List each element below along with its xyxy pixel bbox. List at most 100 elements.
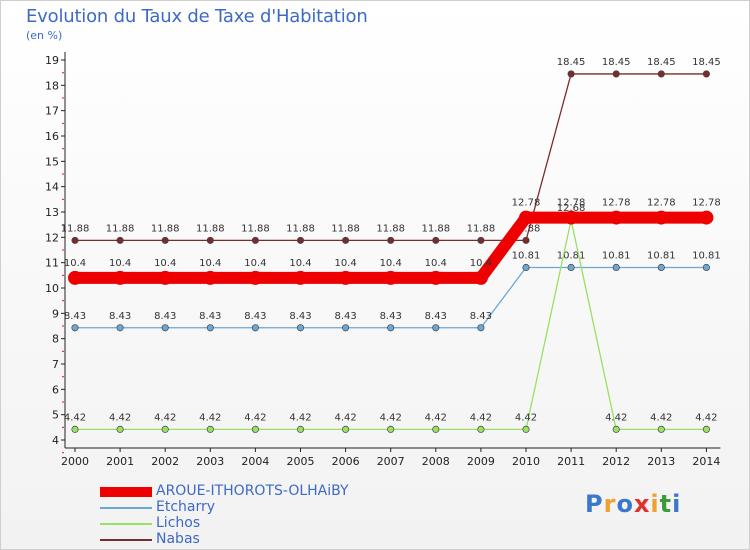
y-tick-label: 15 — [45, 155, 59, 168]
data-point — [567, 70, 575, 78]
data-label: 8.43 — [244, 311, 266, 322]
data-label: 10.81 — [512, 250, 541, 261]
data-label: 18.45 — [692, 57, 721, 68]
legend-label: AROUE-ITHOROTS-OLHAiBY — [156, 483, 349, 499]
x-tick-label: 2008 — [422, 455, 450, 468]
data-point — [477, 236, 485, 244]
data-point — [248, 270, 263, 285]
data-point — [296, 324, 305, 332]
logo-letter: o — [616, 490, 634, 518]
data-label: 11.88 — [512, 223, 541, 234]
data-point — [342, 425, 350, 433]
data-label: 10.4 — [470, 258, 492, 269]
data-point — [432, 236, 440, 244]
legend-label: Nabas — [156, 531, 200, 547]
data-point — [116, 324, 124, 332]
data-label: 4.42 — [605, 412, 627, 423]
x-tick-label: 2010 — [512, 455, 540, 468]
x-tick-label: 2003 — [196, 455, 224, 468]
data-label: 10.4 — [244, 258, 266, 269]
data-point — [158, 270, 173, 285]
data-point — [657, 263, 665, 272]
data-point — [473, 270, 488, 285]
data-label: 11.88 — [331, 223, 360, 234]
data-point — [338, 270, 353, 285]
data-label: 8.43 — [470, 311, 492, 322]
y-tick-label: 7 — [52, 358, 59, 371]
x-tick-label: 2004 — [241, 455, 269, 468]
data-label: 10.81 — [602, 250, 631, 261]
data-point — [161, 425, 169, 433]
y-tick-label: 9 — [52, 307, 59, 320]
legend-swatch — [100, 507, 152, 509]
legend-item: Nabas — [100, 531, 430, 548]
logo-letter: r — [603, 490, 617, 518]
data-point — [293, 270, 308, 285]
data-label: 4.42 — [470, 412, 492, 423]
data-point — [116, 425, 124, 433]
data-label: 4.42 — [289, 412, 311, 423]
data-point — [68, 270, 82, 285]
data-point — [612, 263, 620, 272]
y-tick-label: 8 — [52, 333, 59, 346]
data-point — [522, 236, 530, 244]
x-tick-label: 2009 — [467, 455, 495, 468]
y-tick-label: 13 — [45, 206, 59, 219]
data-label: 4.42 — [425, 412, 447, 423]
data-point — [522, 263, 530, 272]
x-tick-label: 2002 — [151, 455, 179, 468]
data-point — [387, 324, 395, 332]
data-label: 12.78 — [557, 198, 586, 209]
data-label: 10.4 — [199, 258, 221, 269]
data-point — [564, 210, 579, 225]
data-point — [387, 236, 395, 244]
x-tick-label: 2005 — [287, 455, 315, 468]
data-label: 4.42 — [650, 412, 672, 423]
y-tick-label: 12 — [45, 231, 59, 244]
data-point — [387, 425, 395, 433]
data-label: 10.81 — [692, 250, 721, 261]
data-label: 11.88 — [61, 223, 90, 234]
y-tick-label: 5 — [52, 409, 59, 422]
data-label: 18.45 — [602, 57, 631, 68]
data-label: 10.81 — [647, 250, 676, 261]
legend-label: Etcharry — [156, 499, 216, 515]
x-tick-label: 2013 — [647, 455, 675, 468]
data-point — [657, 70, 665, 78]
legend-item: AROUE-ITHOROTS-OLHAiBY — [100, 483, 430, 500]
x-tick-label: 2014 — [692, 455, 720, 468]
data-label: 10.81 — [557, 250, 586, 261]
logo-letter: x — [633, 490, 651, 518]
legend-swatch — [100, 523, 152, 525]
data-label: 12.78 — [602, 198, 631, 209]
y-tick-label: 19 — [45, 54, 59, 67]
y-tick-label: 14 — [45, 181, 59, 194]
data-point — [702, 263, 710, 272]
data-label: 4.42 — [244, 412, 266, 423]
chart-subtitle: (en %) — [26, 29, 63, 42]
data-label: 10.4 — [425, 258, 447, 269]
x-tick-label: 2011 — [557, 455, 585, 468]
y-tick-label: 11 — [45, 257, 59, 270]
data-point — [432, 324, 440, 332]
data-label: 10.4 — [154, 258, 176, 269]
data-point — [522, 425, 530, 433]
data-point — [342, 236, 350, 244]
data-point — [296, 236, 305, 244]
data-point — [206, 236, 214, 244]
logo-letter: i — [672, 490, 682, 518]
data-point — [477, 324, 485, 332]
data-label: 4.42 — [380, 412, 402, 423]
logo-letter: P — [585, 490, 604, 518]
data-point — [251, 425, 259, 433]
x-tick-label: 2007 — [377, 455, 405, 468]
data-label: 12.78 — [647, 198, 676, 209]
data-label: 4.42 — [515, 412, 537, 423]
data-label: 10.4 — [109, 258, 131, 269]
data-point — [612, 425, 620, 433]
data-label: 11.88 — [151, 223, 180, 234]
data-point — [161, 236, 169, 244]
data-label: 11.88 — [106, 223, 135, 234]
data-point — [702, 70, 710, 78]
